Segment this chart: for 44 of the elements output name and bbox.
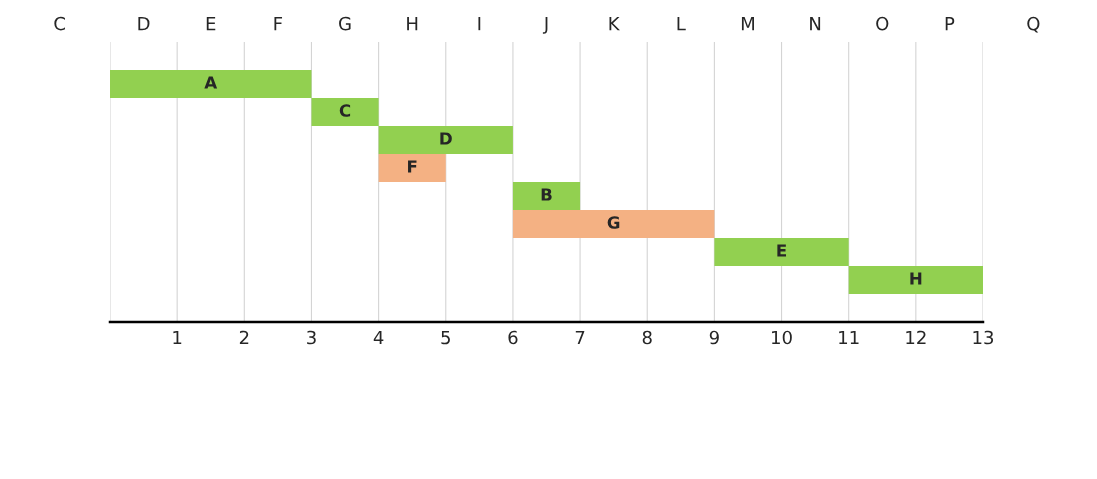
data-label: F <box>408 160 417 173</box>
bar <box>311 98 379 126</box>
text: P <box>945 17 955 31</box>
x-tick-label: 5 <box>441 330 450 345</box>
x-tick-label: 3 <box>307 330 316 345</box>
x-tick-label: 7 <box>575 330 585 345</box>
data-label: D <box>440 132 452 145</box>
x-tick-label: 11 <box>839 330 859 345</box>
text: G <box>339 16 351 31</box>
text: E <box>206 17 216 31</box>
bar <box>378 126 513 154</box>
x-tick-label: 2 <box>239 330 249 345</box>
x-tick-label: 4 <box>373 330 384 345</box>
bar <box>848 266 983 294</box>
text: H <box>407 17 418 31</box>
text: F <box>274 17 283 31</box>
bar <box>512 210 715 238</box>
data-label: C <box>339 104 351 117</box>
x-tick-label: 8 <box>642 330 652 345</box>
data-label: H <box>910 272 922 285</box>
data-label: G <box>607 216 620 229</box>
x-tick-label: 10 <box>772 330 792 345</box>
bar <box>378 154 446 182</box>
text: N <box>810 17 821 31</box>
x-tick-label: 6 <box>508 330 518 345</box>
x-tick-label: 13 <box>973 330 994 345</box>
x-tick-label: 12 <box>906 330 926 345</box>
text: O <box>876 16 889 31</box>
text: I <box>478 17 481 31</box>
data-label: E <box>777 244 787 257</box>
bar <box>714 238 849 266</box>
data-label: A <box>204 76 218 89</box>
text: J <box>542 17 548 34</box>
text: L <box>677 17 686 31</box>
text: D <box>138 17 150 31</box>
text: K <box>609 17 620 31</box>
x-tick-label: 9 <box>709 330 719 345</box>
text: C <box>54 16 65 31</box>
x-tick-label: 1 <box>173 330 182 345</box>
data-label: B <box>541 188 552 201</box>
text: M <box>741 17 754 31</box>
bar <box>512 182 581 210</box>
text: Q <box>1027 16 1040 33</box>
bar <box>110 70 312 98</box>
